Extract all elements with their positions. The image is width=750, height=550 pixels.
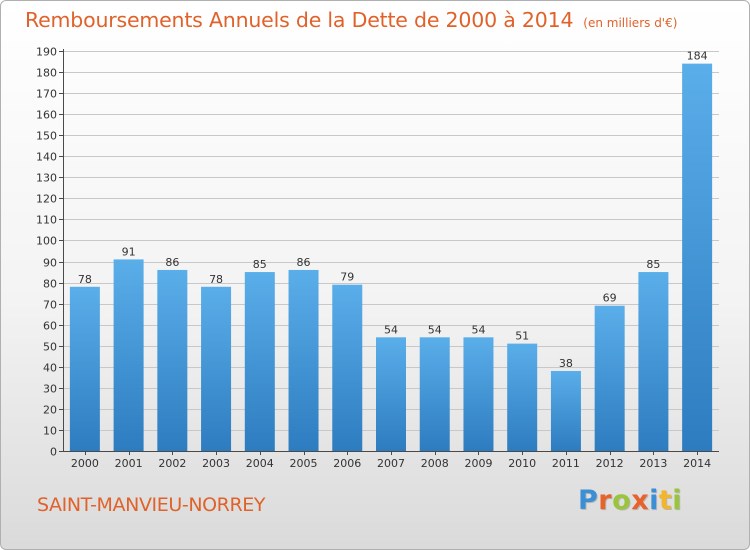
bar [419, 337, 450, 451]
y-tick-label: 120 [36, 193, 57, 206]
labels-layer: 78 91 86 78 85 86 79 54 54 54 51 38 69 85 184 [78, 50, 708, 370]
chart-title-row: Remboursements Annuels de la Dette de 20… [25, 8, 677, 32]
bar-value-label: 79 [340, 271, 354, 284]
bar [157, 269, 188, 451]
x-tick-label: 2007 [377, 457, 405, 470]
chart-unit: (en milliers d'€) [583, 16, 678, 30]
city-name: SAINT-MANVIEU-NORREY [37, 494, 266, 516]
x-tick-label: 2003 [202, 457, 230, 470]
bar-value-label: 91 [122, 245, 136, 258]
x-tick-label: 2010 [508, 457, 536, 470]
y-tick-label: 0 [50, 446, 57, 459]
y-tick-label: 50 [43, 341, 57, 354]
bar [594, 305, 625, 451]
y-tick-label: 150 [36, 130, 57, 143]
bar [69, 286, 100, 451]
bar [288, 269, 319, 451]
y-tick-label: 110 [36, 214, 57, 227]
logo-letter: P [578, 485, 599, 516]
x-tick-label: 2006 [333, 457, 361, 470]
chart-title: Remboursements Annuels de la Dette de 20… [25, 8, 574, 32]
y-tick-label: 40 [43, 362, 57, 375]
logo-letter: i [649, 485, 659, 516]
logo-letter: o [612, 485, 632, 516]
x-tick-label: 2012 [596, 457, 624, 470]
bar-value-label: 78 [78, 273, 92, 286]
x-tick-label: 2002 [158, 457, 186, 470]
bars-layer [69, 63, 713, 451]
bar-value-label: 86 [165, 256, 179, 269]
bar-value-label: 85 [253, 258, 267, 271]
proxiti-logo: Proxiti [578, 485, 682, 516]
bar-value-label: 51 [515, 330, 529, 343]
y-tick-label: 130 [36, 172, 57, 185]
x-tick-label: 2013 [639, 457, 667, 470]
bar-value-label: 38 [559, 357, 573, 370]
y-tick-label: 180 [36, 67, 57, 80]
bar [682, 63, 713, 451]
x-tick-label: 2001 [115, 457, 143, 470]
bar [244, 272, 275, 451]
logo-letter: r [598, 485, 613, 516]
y-tick-label: 30 [43, 383, 57, 396]
bar-value-label: 78 [209, 273, 223, 286]
y-tick-label: 170 [36, 88, 57, 101]
bar [463, 337, 494, 451]
axis-layer: 0 10 20 30 40 50 60 70 80 90 100 110 120 130 140 150 160… [36, 46, 719, 470]
y-tick-label: 90 [43, 257, 57, 270]
bar-value-label: 54 [384, 323, 398, 336]
bar [376, 337, 406, 451]
bar-value-label: 86 [297, 256, 311, 269]
logo-letter: x [631, 485, 650, 516]
bar [507, 343, 538, 451]
x-tick-label: 2008 [421, 457, 449, 470]
bar [550, 371, 581, 451]
logo-letter: t [658, 485, 673, 516]
bar-value-label: 54 [428, 323, 442, 336]
y-tick-label: 10 [43, 425, 57, 438]
logo-letter: i [672, 485, 683, 516]
x-tick-label: 2004 [246, 457, 274, 470]
bar [638, 272, 669, 451]
bar [113, 259, 144, 451]
y-tick-label: 160 [36, 109, 57, 122]
x-tick-label: 2000 [71, 457, 99, 470]
y-tick-label: 100 [36, 235, 57, 248]
x-tick-label: 2014 [683, 457, 711, 470]
bar [332, 284, 363, 451]
x-tick-label: 2011 [552, 457, 580, 470]
y-tick-label: 20 [43, 404, 57, 417]
y-tick-label: 190 [36, 46, 57, 59]
bar-value-label: 69 [603, 292, 617, 305]
bar-value-label: 184 [687, 50, 708, 63]
x-tick-label: 2009 [464, 457, 492, 470]
bar [201, 286, 232, 451]
y-tick-label: 60 [43, 320, 57, 333]
y-tick-label: 70 [43, 299, 57, 312]
y-tick-label: 140 [36, 151, 57, 164]
bar-value-label: 54 [471, 323, 485, 336]
x-tick-label: 2005 [290, 457, 318, 470]
bar-value-label: 85 [646, 258, 660, 271]
y-tick-label: 80 [43, 278, 57, 291]
